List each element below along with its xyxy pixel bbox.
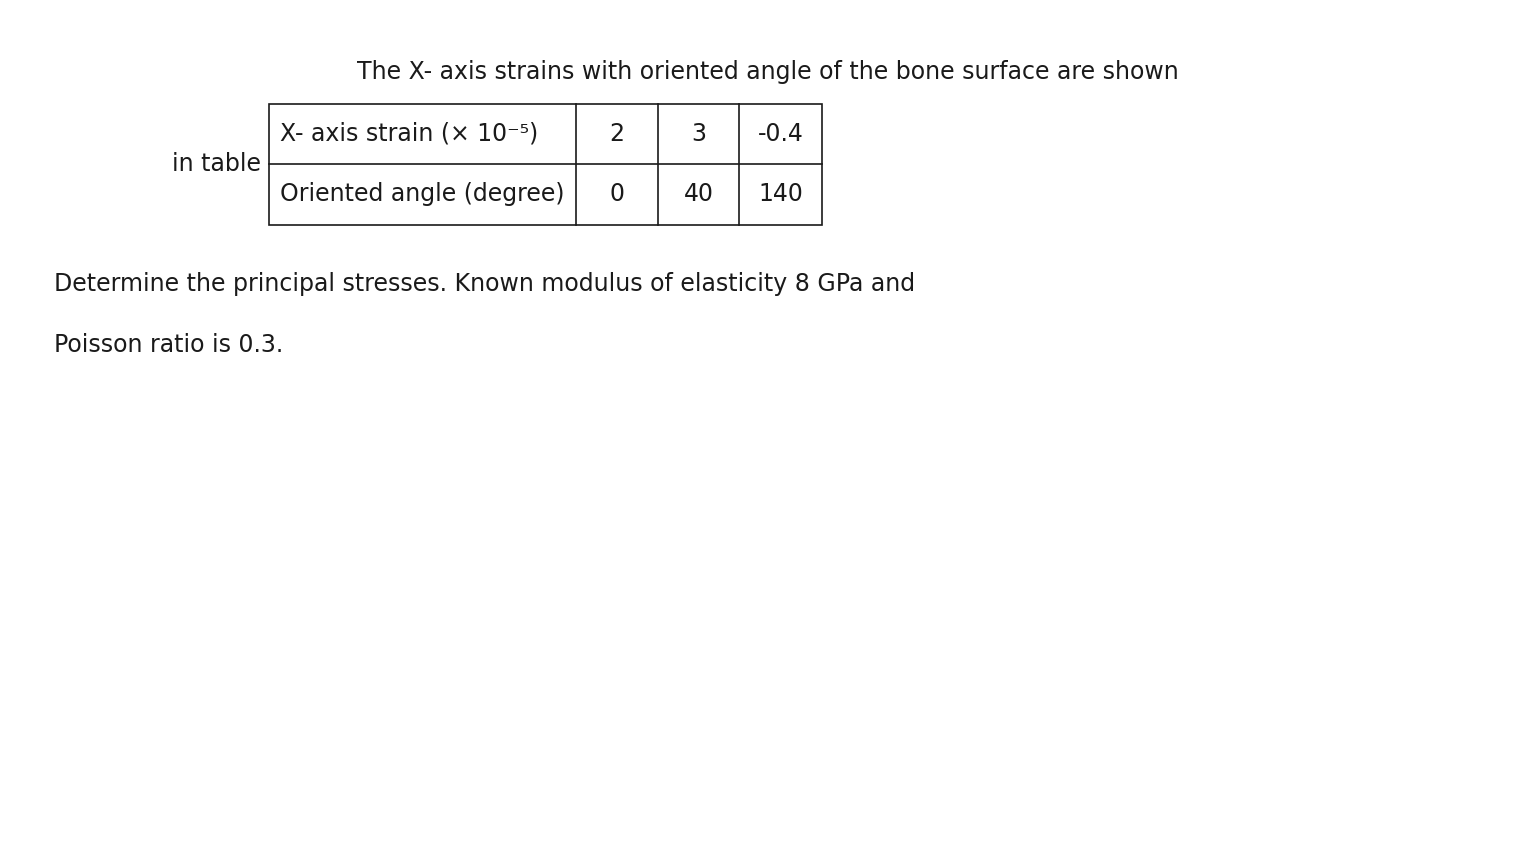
Text: 140: 140 [759,182,803,206]
Text: The X- axis strains with oriented angle of the bone surface are shown: The X- axis strains with oriented angle … [358,60,1178,85]
Text: X- axis strain (× 10⁻⁵): X- axis strain (× 10⁻⁵) [280,122,538,146]
Text: -0.4: -0.4 [757,122,803,146]
Text: in table: in table [172,152,261,176]
Text: 2: 2 [610,122,624,146]
Text: 0: 0 [610,182,624,206]
Text: 40: 40 [684,182,713,206]
Text: Determine the principal stresses. Known modulus of elasticity 8 GPa and: Determine the principal stresses. Known … [54,272,915,296]
Bar [269,104,822,225]
Text: 3: 3 [691,122,707,146]
Text: Oriented angle (degree): Oriented angle (degree) [280,182,564,206]
Text: Poisson ratio is 0.3.: Poisson ratio is 0.3. [54,333,283,357]
